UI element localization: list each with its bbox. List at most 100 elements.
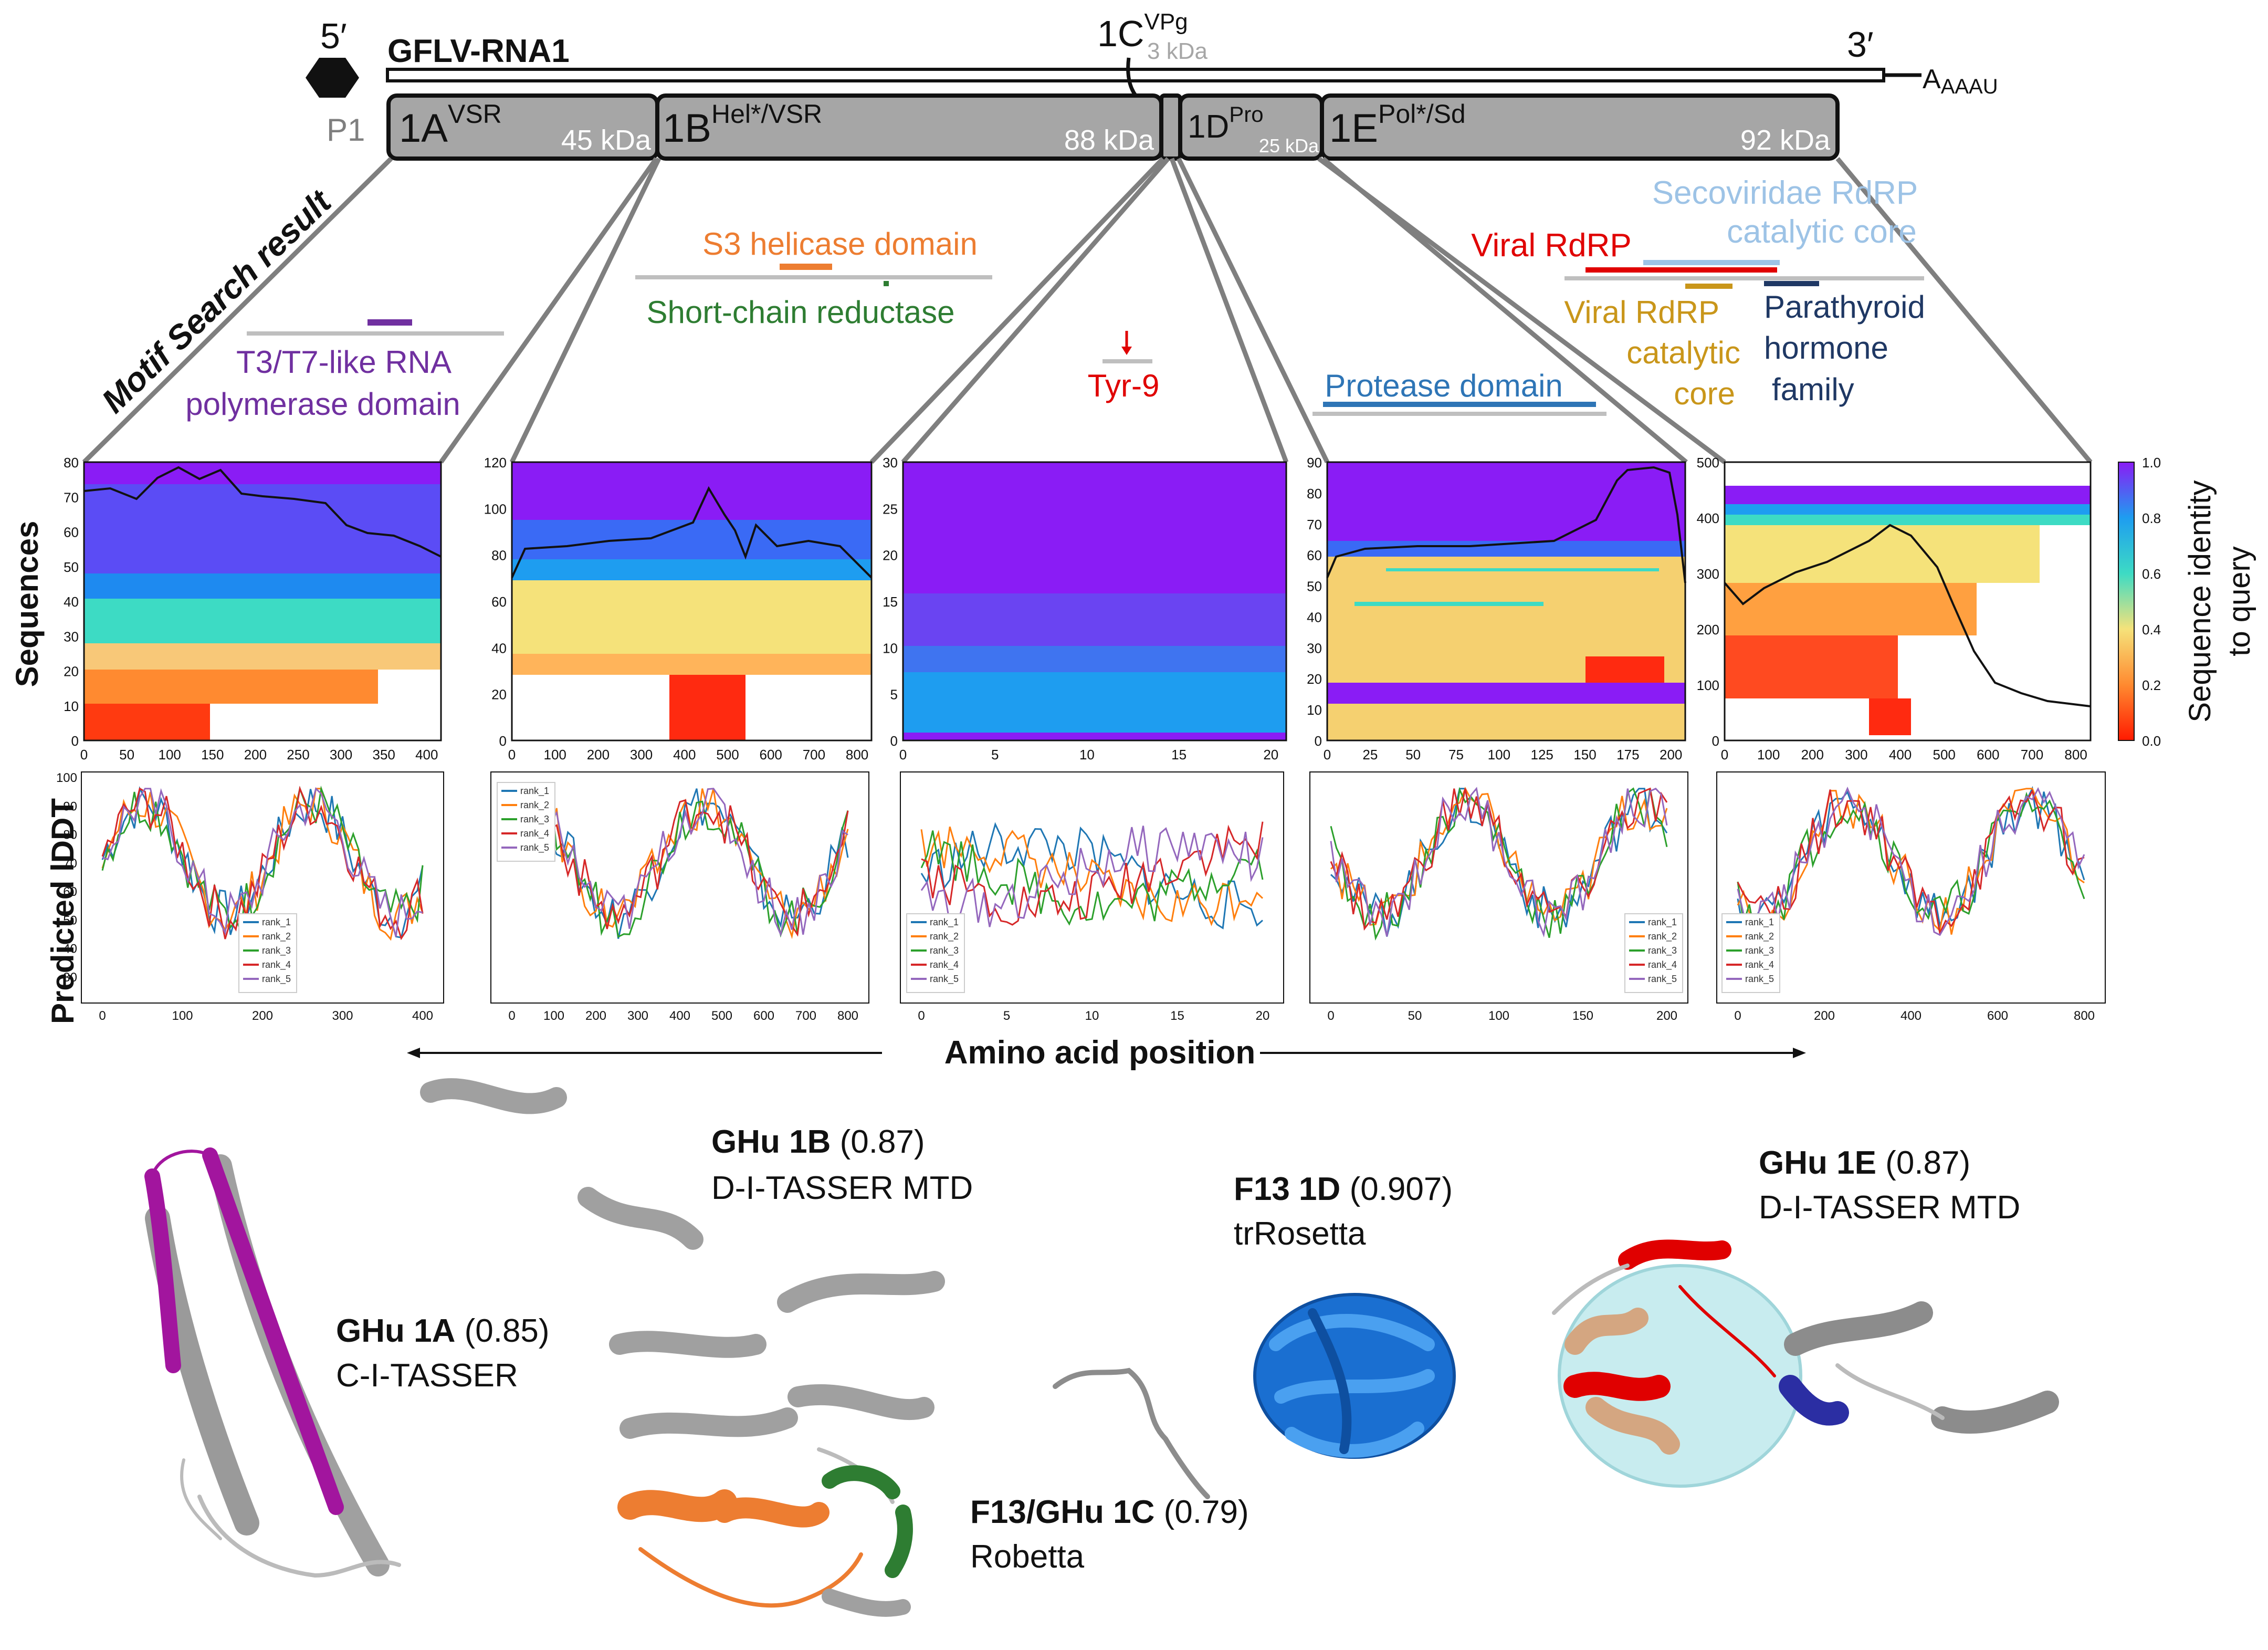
plddt-ytick: 50 xyxy=(63,913,77,927)
plddt-xtick: 100 xyxy=(172,1009,193,1023)
rank-1-line xyxy=(511,788,849,939)
plddt-xtick: 20 xyxy=(1256,1009,1270,1023)
structure-1e xyxy=(1552,1239,2059,1488)
legend-label: rank_4 xyxy=(520,828,549,839)
msa-1-ytick: 70 xyxy=(64,489,79,505)
msa-2-ytick: 120 xyxy=(484,455,507,471)
msa-4-xtick: 150 xyxy=(1573,747,1596,763)
msa-1-xtick: 100 xyxy=(159,747,181,763)
plddt-xtick: 300 xyxy=(627,1009,648,1023)
plddt-xtick: 0 xyxy=(918,1009,925,1023)
motif-1c-arrowhead xyxy=(1121,347,1132,355)
msa-1-ytick: 50 xyxy=(64,559,79,575)
structure-labels: GHu 1A (0.85) C-I-TASSER GHu 1B (0.87) D… xyxy=(336,1124,2020,1575)
msa-5-xtick: 100 xyxy=(1757,747,1780,763)
msa-4-ytick: 40 xyxy=(1307,609,1322,625)
legend-label: rank_2 xyxy=(262,931,291,942)
poly-a-tail: AAAAU xyxy=(1923,64,1998,98)
label-1d-name: F13 1D (0.907) xyxy=(1234,1171,1453,1207)
motif-1a-label-l1: T3/T7-like RNA xyxy=(236,344,452,380)
colorbar-tick: 0.2 xyxy=(2142,677,2161,693)
plddt-axis-label: Predicted lDDT xyxy=(45,798,80,1024)
motif-1e-pth-l3: family xyxy=(1772,372,1854,407)
msa-4-xtick: 75 xyxy=(1448,747,1464,763)
msa-panel-1d xyxy=(1326,461,1686,742)
msa-3-ytick: 30 xyxy=(883,455,898,471)
plddt-xtick: 0 xyxy=(1327,1009,1334,1023)
identity-colorbar: Sequence identity to query xyxy=(2118,462,2256,741)
msa-4-xtick: 200 xyxy=(1660,747,1682,763)
rank-5-line xyxy=(1330,787,1668,938)
motif-1e-cat-l2: catalytic xyxy=(1626,335,1740,370)
msa-panel-1a xyxy=(83,461,442,742)
plddt-ytick: 30 xyxy=(63,970,77,985)
legend-label: rank_2 xyxy=(930,931,959,942)
label-1b-name: GHu 1B (0.87) xyxy=(711,1124,925,1160)
structure-1b xyxy=(420,1078,945,1617)
rank-2-line xyxy=(1330,787,1668,926)
rank-2-line xyxy=(920,826,1264,926)
legend-label: rank_1 xyxy=(520,786,549,797)
protein-box-1e xyxy=(1320,93,1840,161)
colorbar-tick: 0.6 xyxy=(2142,566,2161,582)
vpg-kda: 3 kDa xyxy=(1147,38,1208,64)
plddt-xtick: 0 xyxy=(508,1009,515,1023)
msa-1-xtick: 250 xyxy=(287,747,309,763)
legend-label: rank_3 xyxy=(1648,945,1677,956)
msa-4-ytick: 80 xyxy=(1307,486,1322,502)
legend-label: rank_1 xyxy=(930,917,959,928)
p1-label: P1 xyxy=(327,112,365,148)
msa-1-ytick: 30 xyxy=(64,629,79,644)
plddt-xtick: 700 xyxy=(795,1009,816,1023)
msa-5-xtick: 500 xyxy=(1933,747,1956,763)
legend-label: rank_2 xyxy=(1648,931,1677,942)
msa-4-xtick: 0 xyxy=(1324,747,1331,763)
msa-2-xtick: 600 xyxy=(760,747,782,763)
legend-label: rank_3 xyxy=(520,814,549,825)
legend-label: rank_1 xyxy=(1745,917,1774,928)
msa-4-ytick: 50 xyxy=(1307,579,1322,594)
msa-2-ytick: 40 xyxy=(491,640,507,656)
msa-5-xtick: 600 xyxy=(1977,747,1999,763)
three-prime-label: 3′ xyxy=(1847,25,1874,65)
msa-3-ytick: 5 xyxy=(890,687,898,703)
label-1d-method: trRosetta xyxy=(1234,1216,1366,1252)
plddt-xtick: 5 xyxy=(1003,1009,1010,1023)
rank-1-line xyxy=(920,822,1263,930)
structure-1d xyxy=(1253,1293,1456,1459)
aa-position-label: Amino acid position xyxy=(944,1035,1255,1071)
legend-label: rank_5 xyxy=(262,974,291,985)
sequences-axis-label: Sequences xyxy=(9,521,45,687)
msa-3-ytick: 0 xyxy=(890,733,898,749)
protein-1e-kda: 92 kDa xyxy=(1740,124,1831,156)
msa-3-xtick: 10 xyxy=(1079,747,1095,763)
plddt-xtick: 0 xyxy=(1734,1009,1741,1023)
plddt-xtick: 600 xyxy=(1987,1009,2008,1023)
msa-3-xtick: 20 xyxy=(1263,747,1278,763)
msa-5-xtick: 800 xyxy=(2064,747,2087,763)
msa-4-ytick: 0 xyxy=(1315,733,1322,749)
structure-1c xyxy=(1053,1367,1210,1499)
msa-4-ytick: 70 xyxy=(1307,517,1322,532)
msa-row: Sequences xyxy=(9,461,2256,742)
rank-2-line xyxy=(101,788,424,941)
msa-4-ytick: 30 xyxy=(1307,640,1322,656)
msa-5-ytick: 200 xyxy=(1697,622,1719,638)
msa-2-ytick: 20 xyxy=(491,687,507,703)
rank-4-line xyxy=(1330,787,1668,931)
msa-panel-1b xyxy=(511,461,873,742)
rank-3-line xyxy=(1330,787,1668,941)
motif-1b-scr-label: Short-chain reductase xyxy=(647,295,955,330)
msa-1-ytick: 0 xyxy=(71,733,79,749)
plddt-xtick: 200 xyxy=(585,1009,606,1023)
motif-annotations: Motif Search result T3/T7-like RNA polym… xyxy=(94,175,1925,422)
msa-4-ytick: 20 xyxy=(1307,671,1322,687)
plddt-xtick: 400 xyxy=(669,1009,690,1023)
msa-4-ytick: 60 xyxy=(1307,548,1322,563)
msa-5-xtick: 400 xyxy=(1889,747,1912,763)
plddt-xtick: 800 xyxy=(2074,1009,2095,1023)
legend-label: rank_4 xyxy=(1648,959,1677,970)
protein-1a-kda: 45 kDa xyxy=(561,124,652,156)
msa-3-ytick: 20 xyxy=(883,548,898,563)
msa-4-ytick: 10 xyxy=(1307,702,1322,718)
